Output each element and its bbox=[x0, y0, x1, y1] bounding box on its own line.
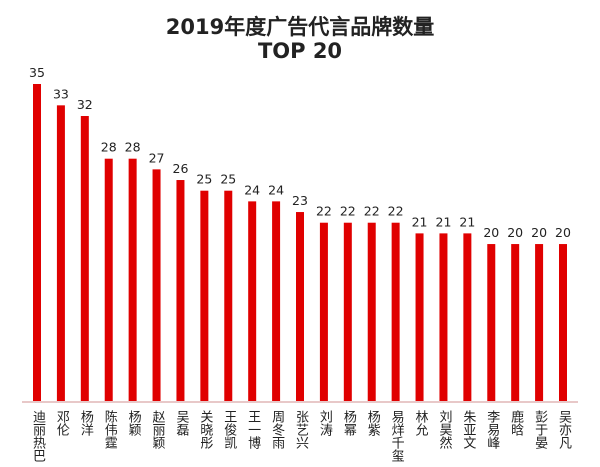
bar-9 bbox=[224, 190, 233, 401]
category-label-17: 林允 bbox=[412, 410, 428, 436]
data-label-10: 24 bbox=[244, 182, 260, 197]
bar-18 bbox=[439, 233, 448, 401]
bar-20 bbox=[487, 244, 496, 401]
bar-21 bbox=[511, 244, 520, 401]
category-label-5: 杨颖 bbox=[125, 410, 141, 436]
bar-23 bbox=[559, 244, 567, 401]
data-label-8: 25 bbox=[196, 172, 212, 187]
data-label-15: 22 bbox=[364, 204, 380, 219]
category-label-14: 杨幂 bbox=[340, 410, 356, 436]
category-label-12: 张艺兴 bbox=[293, 410, 308, 449]
bar-6 bbox=[152, 169, 161, 401]
data-label-20: 20 bbox=[483, 225, 499, 240]
bar-1 bbox=[33, 84, 41, 401]
data-label-12: 23 bbox=[292, 193, 308, 208]
data-label-3: 32 bbox=[77, 97, 93, 112]
category-label-8: 关晓彤 bbox=[197, 410, 213, 449]
data-label-18: 21 bbox=[436, 214, 452, 229]
bar-12 bbox=[296, 212, 304, 401]
category-label-3: 杨洋 bbox=[77, 410, 93, 436]
category-label-19: 朱亚文 bbox=[460, 410, 476, 449]
bar-16 bbox=[391, 222, 400, 401]
bar-8 bbox=[200, 190, 209, 401]
category-label-2: 邓伦 bbox=[53, 410, 69, 436]
data-label-7: 26 bbox=[173, 161, 189, 176]
bar-22 bbox=[535, 244, 544, 401]
bar-5 bbox=[128, 158, 137, 401]
data-label-4: 28 bbox=[101, 140, 117, 155]
bar-7 bbox=[176, 180, 185, 401]
category-label-11: 周冬雨 bbox=[269, 410, 285, 449]
category-label-21: 鹿晗 bbox=[508, 410, 524, 436]
data-label-6: 27 bbox=[149, 150, 165, 165]
bar-2 bbox=[56, 105, 65, 401]
data-label-5: 28 bbox=[125, 140, 141, 155]
data-label-16: 22 bbox=[388, 204, 404, 219]
category-label-13: 刘涛 bbox=[316, 410, 332, 436]
category-label-22: 彭于晏 bbox=[532, 410, 548, 449]
bar-17 bbox=[415, 233, 424, 401]
data-label-14: 22 bbox=[340, 204, 356, 219]
data-label-13: 22 bbox=[316, 204, 332, 219]
category-label-6: 赵丽颖 bbox=[149, 410, 165, 449]
data-label-22: 20 bbox=[531, 225, 547, 240]
bar-13 bbox=[319, 222, 328, 401]
category-label-16: 易烊千玺 bbox=[388, 410, 404, 462]
data-label-1: 35 bbox=[29, 65, 45, 80]
category-label-18: 刘昊然 bbox=[436, 410, 452, 449]
data-label-21: 20 bbox=[507, 225, 523, 240]
bar-19 bbox=[463, 233, 472, 401]
category-label-23: 吴亦凡 bbox=[556, 410, 571, 449]
category-label-4: 陈伟霆 bbox=[101, 410, 117, 449]
bar-3 bbox=[80, 116, 89, 401]
data-label-11: 24 bbox=[268, 182, 284, 197]
bar-11 bbox=[272, 201, 281, 401]
category-label-20: 李易峰 bbox=[484, 410, 500, 449]
data-label-9: 25 bbox=[220, 172, 236, 187]
bar-15 bbox=[367, 222, 376, 401]
bar-14 bbox=[343, 222, 352, 401]
data-label-2: 33 bbox=[53, 86, 69, 101]
chart-title: 2019年度广告代言品牌数量 bbox=[165, 15, 435, 39]
category-label-10: 王一博 bbox=[245, 410, 261, 449]
chart-subtitle: TOP 20 bbox=[257, 39, 343, 63]
category-label-9: 王俊凯 bbox=[221, 410, 237, 449]
category-label-15: 杨紫 bbox=[364, 410, 380, 436]
data-label-17: 21 bbox=[412, 214, 428, 229]
bar-10 bbox=[248, 201, 257, 401]
category-label-1: 迪丽热巴 bbox=[30, 410, 45, 462]
data-label-23: 20 bbox=[555, 225, 571, 240]
bar-4 bbox=[104, 158, 113, 401]
category-label-7: 吴磊 bbox=[173, 410, 189, 436]
data-label-19: 21 bbox=[459, 214, 475, 229]
